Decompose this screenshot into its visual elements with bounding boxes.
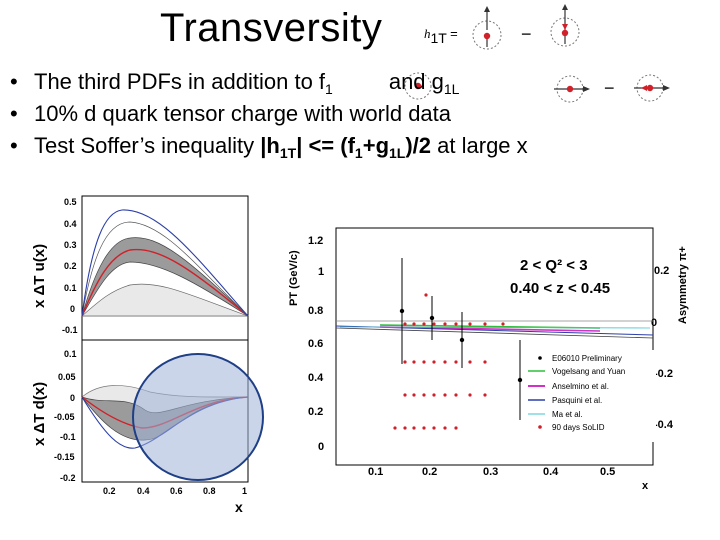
right-xticks: 0.1 0.2 0.3 0.4 0.5 [368,466,615,478]
svg-text:0.4: 0.4 [308,372,324,384]
bullet-3-text-d: +g [362,133,390,158]
svg-text:0.2: 0.2 [654,265,669,277]
bullet-3-text-b: |h [260,133,280,158]
svg-text:0.8: 0.8 [308,305,323,317]
h1t-equals: = [450,26,458,41]
h1t-definition: h1T = [424,26,458,45]
lower-ytick-neg0.2: -0.2 [60,473,76,483]
upper-central-curve [81,248,249,317]
left-xtick-1: 1 [242,486,247,496]
legend-pasquini: Pasquini et al. [552,396,602,405]
bullet-3-sub3: 1L [389,145,406,161]
svg-text:0: 0 [318,441,324,453]
svg-text:0.6: 0.6 [308,338,323,350]
svg-text:-0.4: -0.4 [654,419,674,431]
h1t-symbol: h [424,26,431,41]
lower-ytick-neg0.1: -0.1 [60,432,76,442]
right-yticks: 1.2 1 0.8 0.6 0.4 0.2 0 [308,235,324,453]
h1t-minus: − [521,24,532,44]
svg-text:0.5: 0.5 [600,466,615,478]
bullet-3-text-a: Test Soffer’s inequality [34,133,261,158]
lower-ytick-0.05: 0.05 [58,372,76,382]
slide-title: Transversity [160,6,383,50]
upper-ytick-0.2: 0.2 [64,261,77,271]
bullet-1-sub: 1 [325,81,333,97]
bullet-1-text-b: and g [388,69,444,94]
bullet-1-text-a: The third PDFs in addition to f [34,69,326,94]
svg-text:-0.2: -0.2 [654,368,673,380]
highlight-ellipse [132,353,264,481]
bullet-3-sub1: 1T [279,145,297,161]
model-curves [335,320,654,339]
left-xtick-0.2: 0.2 [103,486,116,496]
z-range-label: 0.40 < z < 0.45 [510,280,610,297]
right-ylabel: PT (GeV/c) [288,250,300,306]
bullet-3-text-c: | <= (f [296,133,355,158]
upper-blue-curve [81,209,249,317]
bullet-3-text-e: )/2 [405,133,432,158]
q2-range-label: 2 < Q² < 3 [520,257,588,274]
svg-text:0.2: 0.2 [308,406,323,418]
h1t-spin-diagram-2 [550,4,580,47]
h1t-spin-diagram-1 [472,6,502,50]
upper-ytick-0.3: 0.3 [64,240,77,250]
upper-ytick-0.4: 0.4 [64,219,77,229]
bullet-3-text-f: at large x [431,133,528,158]
g1l-spin-diagram-2 [634,74,670,102]
svg-text:0.1: 0.1 [368,466,383,478]
bullet-1-sub2: 1L [443,81,460,97]
g1l-minus: − [604,78,615,98]
svg-text:0.3: 0.3 [483,466,498,478]
legend-anselmino: Anselmino et al. [552,382,609,391]
svg-text:0.2: 0.2 [422,466,437,478]
right-xlabel: x [642,480,649,492]
legend-solid: 90 days SoLID [552,423,605,432]
left-xtick-0.6: 0.6 [170,486,183,496]
left-xticks: 0.2 0.4 0.6 0.8 1 [103,486,247,496]
upper-panel: 0.5 0.4 0.3 0.2 0.1 0 -0.1 x ΔT u(x) [31,195,249,341]
lower-ytick-0.1: 0.1 [64,349,77,359]
right-legend: E06010 Preliminary Vogelsang and Yuan An… [526,350,656,442]
lower-ytick-0: 0 [70,393,75,403]
svg-text:0.4: 0.4 [543,466,559,478]
bullet-2: 10% d quark tensor charge with world dat… [8,98,528,130]
bullet-3: Test Soffer’s inequality |h1T| <= (f1+g1… [8,130,528,162]
upper-yticks: 0.5 0.4 0.3 0.2 0.1 0 -0.1 [62,197,78,335]
bullet-3-sub2: 1 [354,145,363,161]
upper-ytick-0.5: 0.5 [64,197,77,207]
svg-text:0: 0 [651,317,657,329]
solid-projection-points [393,293,505,430]
bullet-1: The third PDFs in addition to f1 and g1L [8,66,528,98]
lower-ytick-neg0.15: -0.15 [54,452,75,462]
left-xlabel: x [235,499,243,515]
upper-ylabel: x ΔT u(x) [31,244,48,308]
upper-ytick-neg0.1: -0.1 [62,325,78,335]
soffer-inequality: |h1T| <= (f1+g1L)/2 [260,133,432,161]
e06010-points [399,258,523,420]
right-y2label: Asymmetry π+ [677,246,689,324]
g1l-spin-diagram-1 [554,75,590,103]
legend-ma: Ma et al. [552,410,583,419]
left-xtick-0.4: 0.4 [137,486,150,496]
upper-outer-curve [81,221,249,317]
h1t-subscript: 1T [430,30,447,46]
upper-ytick-0: 0 [70,304,75,314]
lower-yticks: 0.1 0.05 0 -0.05 -0.1 -0.15 -0.2 [54,349,77,483]
right-y2ticks: 0.2 0 -0.2 -0.4 [651,265,674,431]
svg-text:1: 1 [318,266,324,278]
left-xtick-0.8: 0.8 [203,486,216,496]
legend-vogelsang: Vogelsang and Yuan [552,367,625,376]
legend-e06010: E06010 Preliminary [552,354,622,363]
svg-text:1.2: 1.2 [308,235,323,247]
lower-ytick-neg0.05: -0.05 [54,412,75,422]
upper-ytick-0.1: 0.1 [64,283,77,293]
lower-ylabel: x ΔT d(x) [31,382,48,446]
upper-light-band [81,283,249,317]
